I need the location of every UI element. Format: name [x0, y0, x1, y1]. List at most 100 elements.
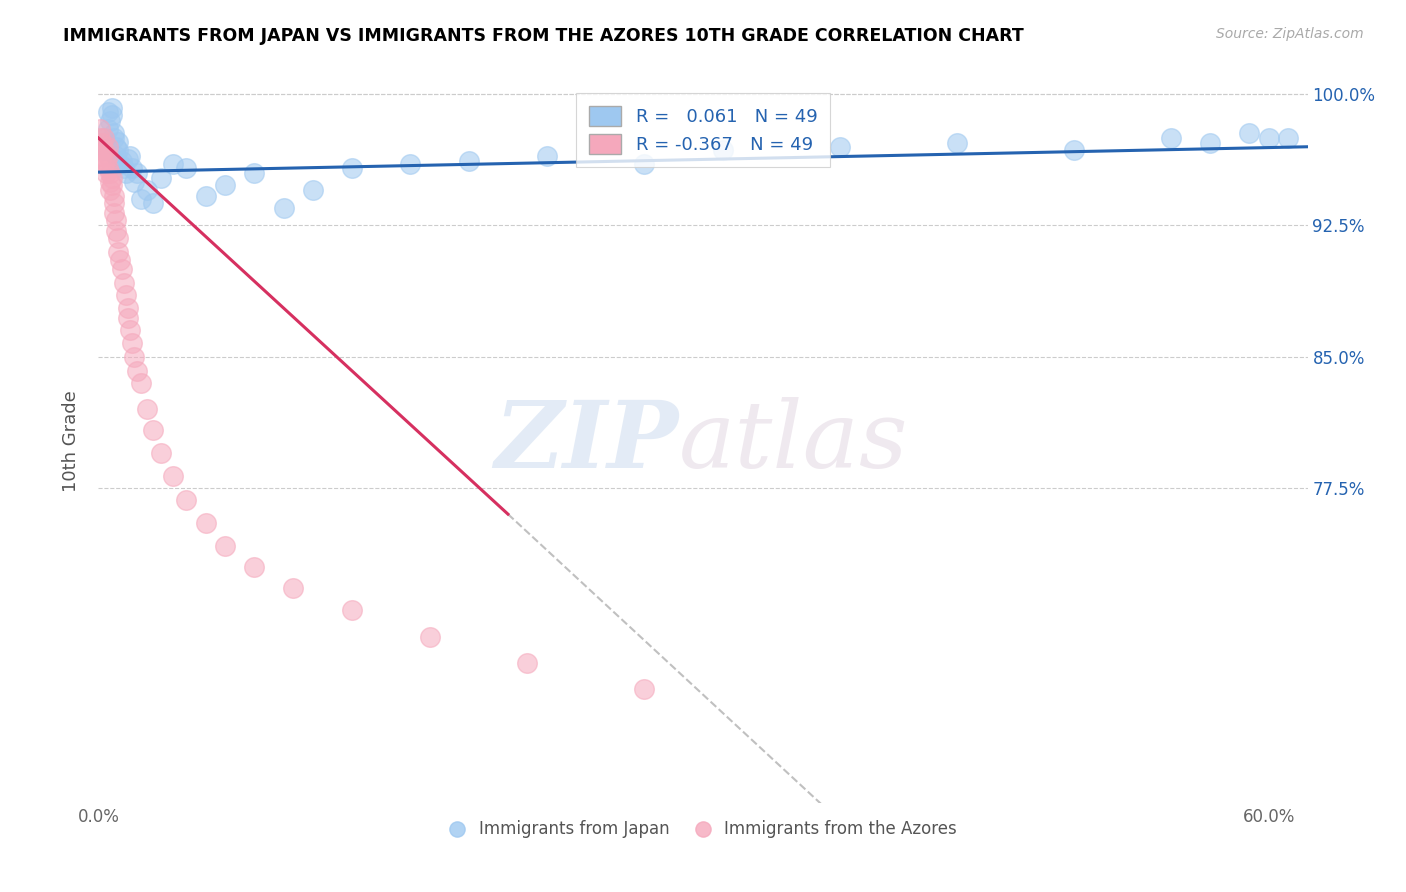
Legend: Immigrants from Japan, Immigrants from the Azores: Immigrants from Japan, Immigrants from t…: [441, 814, 965, 845]
Point: [214, 539, 236, 553]
Text: ZIP: ZIP: [495, 397, 679, 486]
Point: [1257, 131, 1279, 145]
Point: [96, 143, 118, 157]
Point: [118, 323, 141, 337]
Point: [162, 468, 184, 483]
Point: [214, 178, 236, 193]
Point: [89, 122, 111, 136]
Point: [98, 166, 121, 180]
Point: [93, 131, 115, 145]
Point: [122, 350, 145, 364]
Point: [174, 493, 197, 508]
Point: [96, 166, 118, 180]
Point: [96, 153, 118, 168]
Point: [142, 195, 165, 210]
Point: [91, 136, 114, 151]
Point: [104, 148, 127, 162]
Point: [112, 277, 135, 291]
Point: [114, 288, 136, 302]
Text: Source: ZipAtlas.com: Source: ZipAtlas.com: [1216, 27, 1364, 41]
Point: [121, 161, 143, 175]
Point: [93, 143, 115, 157]
Point: [103, 188, 125, 202]
Point: [142, 423, 165, 437]
Point: [174, 161, 197, 175]
Point: [103, 126, 125, 140]
Point: [97, 148, 120, 162]
Point: [127, 364, 149, 378]
Point: [97, 122, 120, 136]
Point: [108, 157, 131, 171]
Point: [194, 516, 217, 530]
Text: atlas: atlas: [679, 397, 908, 486]
Point: [101, 108, 124, 122]
Point: [91, 148, 114, 162]
Point: [107, 244, 129, 259]
Point: [98, 175, 121, 189]
Point: [111, 153, 134, 168]
Text: IMMIGRANTS FROM JAPAN VS IMMIGRANTS FROM THE AZORES 10TH GRADE CORRELATION CHART: IMMIGRANTS FROM JAPAN VS IMMIGRANTS FROM…: [63, 27, 1024, 45]
Point: [1063, 143, 1085, 157]
Point: [93, 131, 115, 145]
Point: [107, 231, 129, 245]
Point: [98, 184, 121, 198]
Point: [98, 113, 121, 128]
Point: [283, 581, 305, 595]
Point: [104, 224, 127, 238]
Point: [104, 140, 127, 154]
Point: [104, 213, 127, 227]
Point: [117, 301, 139, 315]
Point: [108, 253, 131, 268]
Point: [107, 143, 129, 157]
Point: [243, 559, 266, 574]
Point: [114, 166, 136, 180]
Point: [273, 201, 295, 215]
Point: [127, 166, 149, 180]
Point: [458, 153, 481, 168]
Point: [536, 148, 558, 162]
Point: [243, 166, 266, 180]
Point: [162, 157, 184, 171]
Point: [97, 161, 120, 175]
Point: [89, 131, 111, 145]
Point: [1237, 126, 1260, 140]
Point: [419, 630, 441, 644]
Point: [118, 148, 141, 162]
Point: [131, 192, 153, 206]
Point: [101, 101, 124, 115]
Point: [194, 188, 217, 202]
Point: [111, 262, 134, 277]
Point: [149, 171, 172, 186]
Point: [91, 136, 114, 151]
Point: [117, 311, 139, 326]
Point: [91, 143, 114, 157]
Point: [149, 446, 172, 460]
Point: [136, 184, 159, 198]
Point: [711, 143, 734, 157]
Point: [103, 195, 125, 210]
Point: [103, 206, 125, 220]
Point: [516, 656, 538, 670]
Point: [136, 402, 159, 417]
Point: [302, 184, 325, 198]
Point: [97, 104, 120, 119]
Point: [117, 152, 139, 166]
Point: [340, 603, 363, 617]
Point: [101, 171, 124, 186]
Point: [633, 157, 655, 171]
Point: [107, 135, 129, 149]
Point: [89, 140, 111, 154]
Point: [1277, 131, 1299, 145]
Point: [93, 157, 115, 171]
Point: [121, 335, 143, 350]
Point: [633, 682, 655, 697]
Point: [1160, 131, 1182, 145]
Point: [340, 161, 363, 175]
Point: [399, 157, 422, 171]
Point: [131, 376, 153, 390]
Y-axis label: 10th Grade: 10th Grade: [62, 391, 80, 492]
Point: [828, 140, 851, 154]
Point: [112, 161, 135, 175]
Point: [122, 175, 145, 189]
Point: [101, 178, 124, 193]
